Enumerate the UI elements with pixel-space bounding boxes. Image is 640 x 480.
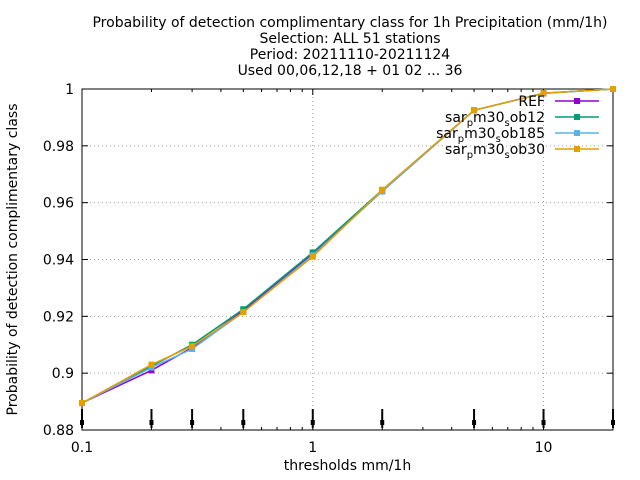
y-tick-label: 0.98 — [43, 139, 74, 155]
legend-label-part: sar — [445, 142, 467, 158]
legend-marker — [574, 130, 580, 136]
x-axis-label: thresholds mm/1h — [284, 458, 411, 474]
y-tick-label: 0.88 — [43, 423, 74, 439]
threshold-marker-point — [472, 420, 477, 425]
data-point — [240, 309, 247, 316]
chart-title: Probability of detection complimentary c… — [92, 15, 607, 79]
legend-marker — [574, 98, 580, 104]
threshold-marker-point — [380, 420, 385, 425]
y-tick-label: 0.94 — [43, 253, 74, 269]
legend-label-part: p — [467, 118, 473, 129]
legend-label: sarpm30sob12 — [445, 110, 545, 129]
threshold-marker-point — [310, 420, 315, 425]
legend-label-part: sar — [436, 126, 458, 142]
legend-label-part: ob12 — [510, 110, 545, 126]
data-point — [540, 90, 547, 97]
legend-label-part: ob185 — [501, 126, 545, 142]
legend-label-part: m30 — [464, 126, 495, 142]
y-tick-label: 0.96 — [43, 196, 74, 212]
data-point — [309, 253, 316, 260]
legend-label-part: s — [505, 150, 510, 161]
legend-label-part: s — [496, 134, 501, 145]
legend-label-part: s — [505, 118, 510, 129]
y-tick-label: 0.92 — [43, 309, 74, 325]
legend-label-part: p — [458, 134, 464, 145]
legend-label-part: m30 — [473, 110, 504, 126]
chart-title-line: Used 00,06,12,18 + 01 02 ... 36 — [238, 63, 463, 79]
x-tick-label: 1 — [308, 440, 317, 456]
legend-label-part: sar — [445, 110, 467, 126]
legend-marker — [574, 114, 580, 120]
threshold-marker-point — [611, 420, 615, 425]
threshold-marker-point — [241, 420, 246, 425]
legend-label-part: p — [467, 150, 473, 161]
chart-title-line: Period: 20211110-20211124 — [250, 47, 450, 63]
legend-label-part: ob30 — [510, 142, 545, 158]
y-axis-label: Probability of detection complimentary c… — [5, 104, 21, 416]
legend-label: sarpm30sob185 — [436, 126, 545, 145]
legend-label: REF — [518, 94, 545, 110]
x-tick-label: 0.1 — [71, 440, 93, 456]
y-tick-label: 1 — [65, 82, 74, 98]
x-tick-label: 10 — [535, 440, 553, 456]
data-point — [471, 107, 478, 114]
threshold-marker-point — [190, 420, 195, 425]
chart-title-line: Probability of detection complimentary c… — [92, 15, 607, 31]
data-point — [379, 186, 386, 193]
threshold-marker-point — [541, 420, 546, 425]
data-point — [610, 86, 616, 92]
series-lines — [79, 86, 616, 407]
data-point — [148, 361, 155, 368]
threshold-marker-point — [80, 420, 84, 425]
threshold-markers — [80, 409, 615, 428]
legend-label: sarpm30sob30 — [445, 142, 545, 161]
grid — [82, 89, 613, 430]
y-tick-label: 0.9 — [52, 366, 74, 382]
data-point — [189, 343, 196, 350]
chart-title-line: Selection: ALL 51 stations — [259, 31, 440, 47]
legend-label-part: m30 — [473, 142, 504, 158]
threshold-marker-point — [149, 420, 154, 425]
data-point — [79, 400, 85, 407]
axis-ticks: 0.88 0.9 0.92 0.94 0.96 0.98 1 0.1 1 10 — [43, 82, 614, 456]
legend-marker — [574, 146, 580, 152]
